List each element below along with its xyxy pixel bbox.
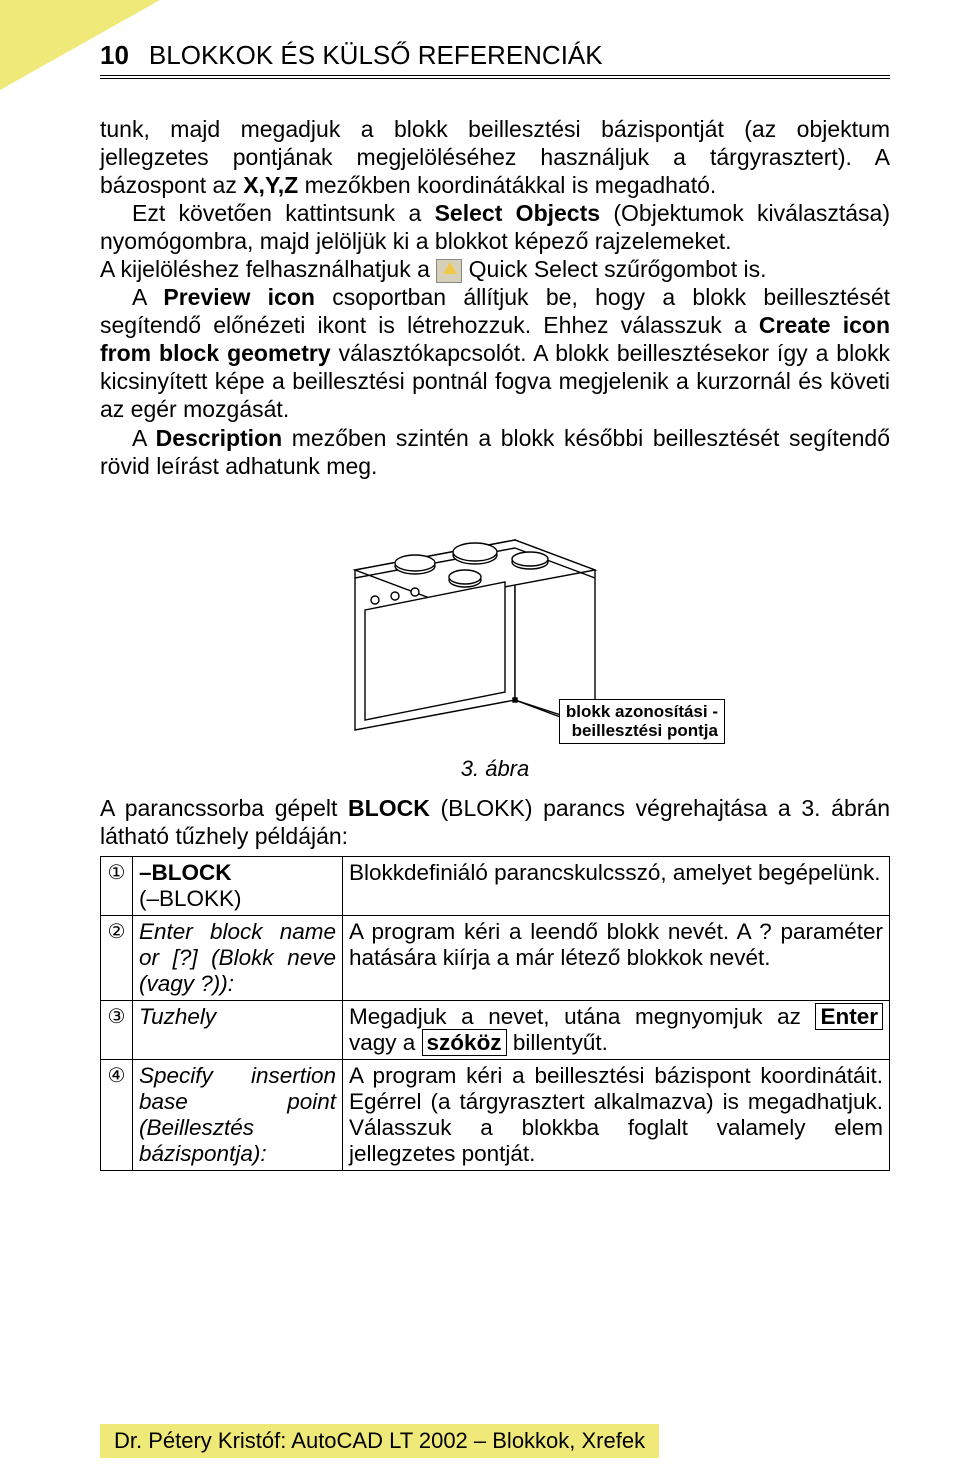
- table-row: ① –BLOCK (–BLOKK) Blokkdefiniáló parancs…: [101, 856, 890, 915]
- quick-select-icon: [436, 259, 462, 283]
- row-left: Specify insertion base point (Beilleszté…: [133, 1059, 343, 1170]
- table-row: ② Enter block name or [?] (Blokk neve (v…: [101, 915, 890, 1000]
- pre-b: BLOCK: [348, 795, 430, 821]
- page-content: 10 BLOKKOK ÉS KÜLSŐ REFERENCIÁK tunk, ma…: [0, 0, 960, 1191]
- table-row: ③ Tuzhely Megadjuk a nevet, utána megnyo…: [101, 1000, 890, 1059]
- row-right: Megadjuk a nevet, utána megnyomjuk az En…: [343, 1000, 890, 1059]
- p4a: A: [132, 284, 163, 310]
- page-header: 10 BLOKKOK ÉS KÜLSŐ REFERENCIÁK: [100, 40, 890, 79]
- r2-b: billentyűt.: [507, 1030, 608, 1055]
- row-num: ④: [101, 1059, 133, 1170]
- r2-it: Tuzhely: [139, 1004, 216, 1029]
- row-right: Blokkdefiniáló parancskulcsszó, amelyet …: [343, 856, 890, 915]
- pre-table-text: A parancssorba gépelt BLOCK (BLOKK) para…: [100, 794, 890, 850]
- r3-it: Specify insertion base point (Beilleszté…: [139, 1063, 336, 1166]
- r1-it: Enter block name or [?] (Blokk neve (vag…: [139, 919, 336, 996]
- figure-container: blokk azonosítási - beillesztési pontja: [100, 500, 890, 750]
- kbd-enter: Enter: [815, 1003, 883, 1030]
- command-table: ① –BLOCK (–BLOKK) Blokkdefiniáló parancs…: [100, 856, 890, 1171]
- p5b: Description: [156, 425, 283, 451]
- figure-callout: blokk azonosítási - beillesztési pontja: [559, 699, 725, 744]
- p5a: A: [132, 425, 156, 451]
- callout-l1: blokk azonosítási -: [566, 702, 718, 722]
- p2a: Ezt követően kattintsunk a: [132, 200, 435, 226]
- callout-l2: beillesztési pontja: [566, 721, 718, 741]
- row-left: Enter block name or [?] (Blokk neve (vag…: [133, 915, 343, 1000]
- p2b: Select Objects: [435, 200, 600, 226]
- table-row: ④ Specify insertion base point (Beillesz…: [101, 1059, 890, 1170]
- row-left: Tuzhely: [133, 1000, 343, 1059]
- r0-rest: (–BLOKK): [139, 886, 242, 911]
- figure-caption: 3. ábra: [100, 756, 890, 782]
- page-footer: Dr. Pétery Kristóf: AutoCAD LT 2002 – Bl…: [100, 1424, 659, 1458]
- r2-mid: vagy a: [349, 1030, 422, 1055]
- row-left: –BLOCK (–BLOKK): [133, 856, 343, 915]
- row-right: A program kéri a beillesztési bázispont …: [343, 1059, 890, 1170]
- row-right: A program kéri a leendő blokk nevét. A ?…: [343, 915, 890, 1000]
- body-text: tunk, majd megadjuk a blokk beillesztési…: [100, 115, 890, 480]
- chapter-title: BLOKKOK ÉS KÜLSŐ REFERENCIÁK: [149, 40, 603, 71]
- p3b: Quick Select szűrőgombot is.: [462, 256, 766, 282]
- r0-bold: –BLOCK: [139, 860, 232, 885]
- row-num: ①: [101, 856, 133, 915]
- p4b: Preview icon: [163, 284, 315, 310]
- corner-accent: [0, 0, 160, 90]
- kbd-space: szóköz: [422, 1029, 507, 1056]
- row-num: ②: [101, 915, 133, 1000]
- p1b: X,Y,Z: [243, 172, 298, 198]
- pre-a: A parancssorba gépelt: [100, 795, 348, 821]
- r2-a: Megadjuk a nevet, utána megnyomjuk az: [349, 1004, 815, 1029]
- p3a: A kijelöléshez felhasználhatjuk a: [100, 256, 436, 282]
- row-num: ③: [101, 1000, 133, 1059]
- p1c: mezőkben koordinátákkal is megadható.: [298, 172, 716, 198]
- stove-figure: blokk azonosítási - beillesztési pontja: [265, 500, 725, 750]
